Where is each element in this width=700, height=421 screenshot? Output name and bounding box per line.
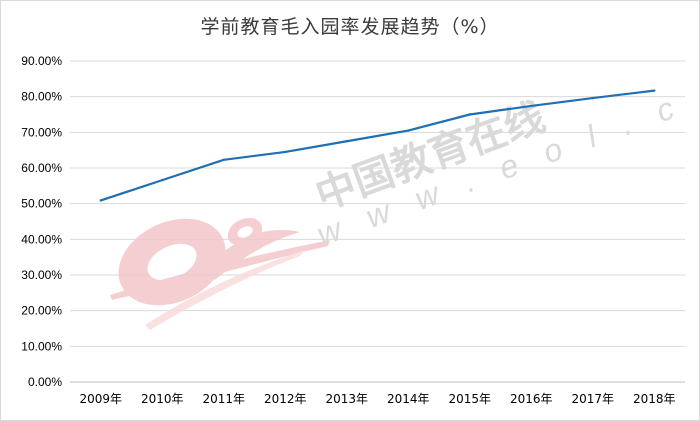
chart-title: 学前教育毛入园率发展趋势（%）	[200, 16, 500, 38]
y-tick-label: 90.00%	[21, 54, 62, 68]
x-tick-label: 2015年	[448, 392, 491, 406]
data-point	[161, 178, 164, 182]
data-point	[345, 140, 348, 143]
x-tick-label: 2017年	[571, 392, 614, 406]
series-line	[100, 89, 655, 202]
y-tick-label: 60.00%	[21, 161, 62, 175]
data-point	[99, 199, 102, 202]
y-tick-label: 10.00%	[21, 339, 62, 353]
x-tick-label: 2014年	[387, 392, 430, 406]
y-tick-label: 30.00%	[21, 268, 62, 282]
data-point	[407, 129, 410, 132]
y-tick-label: 70.00%	[21, 125, 62, 139]
x-tick-label: 2012年	[264, 392, 307, 406]
watermark: 中国教育在线 w w w . e o l . c n	[110, 70, 700, 330]
y-tick-label: 80.00%	[21, 90, 62, 104]
eol-logo-watermark	[110, 217, 330, 330]
x-tick-label: 2018年	[633, 392, 676, 406]
y-tick-label: 20.00%	[21, 304, 62, 318]
x-tick-label: 2013年	[325, 392, 368, 406]
x-tick-label: 2016年	[510, 392, 553, 406]
y-tick-label: 0.00%	[28, 375, 62, 389]
data-point	[284, 150, 287, 154]
x-axis: 2009年 2010年 2011年 2012年 2013年 2014年 2015年 2016年…	[79, 392, 675, 406]
y-tick-label: 40.00%	[21, 232, 62, 246]
x-tick-label: 2009年	[79, 392, 122, 406]
y-tick-label: 50.00%	[21, 197, 62, 211]
data-point	[468, 113, 471, 116]
x-tick-label: 2010年	[141, 392, 184, 406]
data-point	[591, 96, 594, 100]
data-point	[222, 158, 225, 161]
data-point	[530, 104, 533, 108]
y-axis: 0.00% 10.00% 20.00% 30.00% 40.00% 50.00% 60.00…	[21, 54, 685, 389]
gridlines	[70, 60, 685, 347]
x-tick-label: 2011年	[202, 392, 245, 406]
data-point	[653, 89, 656, 92]
series	[99, 89, 656, 202]
